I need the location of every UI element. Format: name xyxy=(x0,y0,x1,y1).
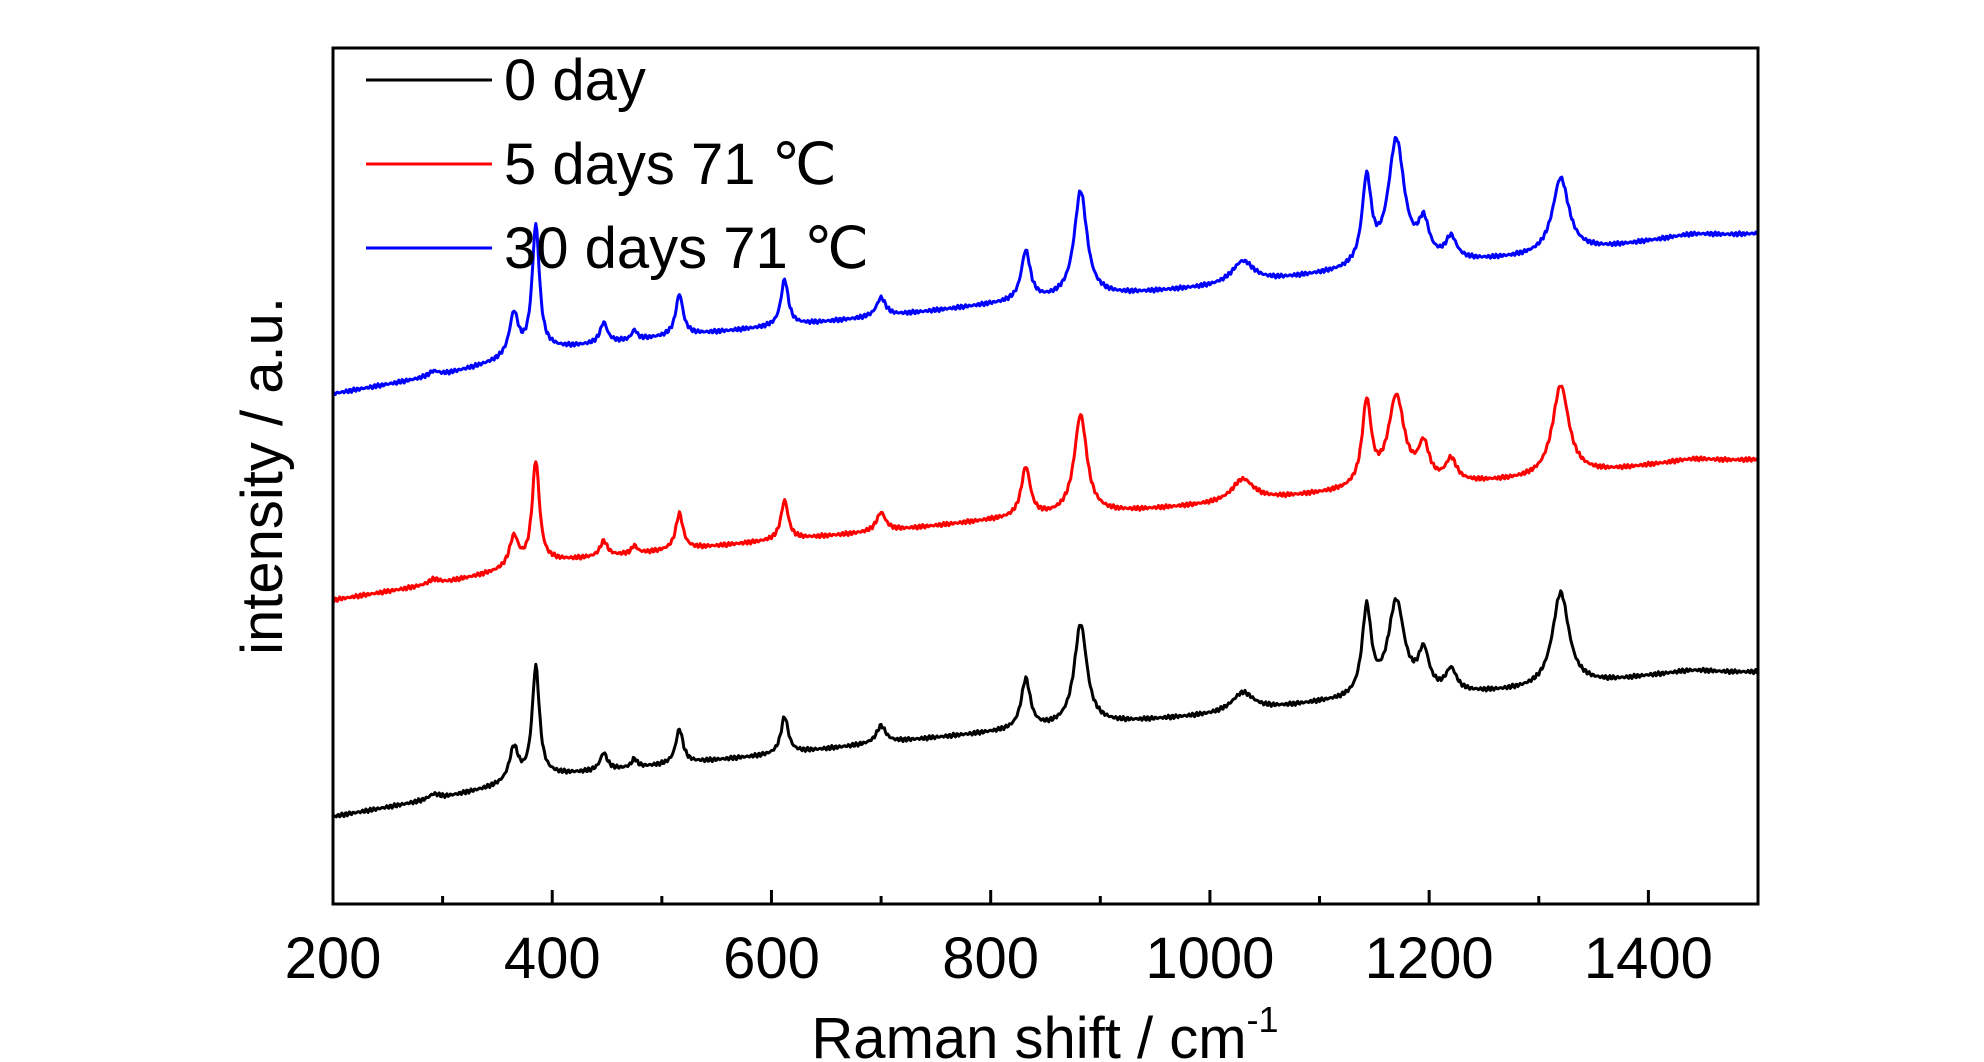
x-tick-label: 400 xyxy=(504,926,601,991)
x-axis-title-superscript: -1 xyxy=(1247,999,1279,1040)
series-layer xyxy=(331,135,1760,819)
x-tick-label: 600 xyxy=(723,926,820,991)
x-axis-title-text: Raman shift / cm xyxy=(811,1006,1246,1062)
legend-label-2: 30 days 71 ℃ xyxy=(504,216,869,281)
x-tick-label: 200 xyxy=(285,926,382,991)
series-line-0 xyxy=(332,589,1759,819)
x-tick-label: 1400 xyxy=(1584,926,1713,991)
x-axis-ticks xyxy=(331,890,1650,904)
y-axis-title: intensity / a.u. xyxy=(230,297,295,655)
plot-frame xyxy=(331,46,1760,906)
x-axis-tick-labels: 200 400 600 800 1000 1200 1400 xyxy=(285,926,1713,991)
series-line-2 xyxy=(331,135,1760,397)
legend: 0 day 5 days 71 ℃ 30 days 71 ℃ xyxy=(366,48,869,281)
x-tick-label: 1200 xyxy=(1365,926,1494,991)
x-axis-title: Raman shift / cm-1 xyxy=(811,999,1278,1062)
legend-label-1: 5 days 71 ℃ xyxy=(504,132,837,197)
x-tick-label: 800 xyxy=(942,926,1039,991)
x-tick-label: 1000 xyxy=(1145,926,1274,991)
legend-label-0: 0 day xyxy=(504,48,646,113)
series-line-1 xyxy=(332,384,1759,603)
